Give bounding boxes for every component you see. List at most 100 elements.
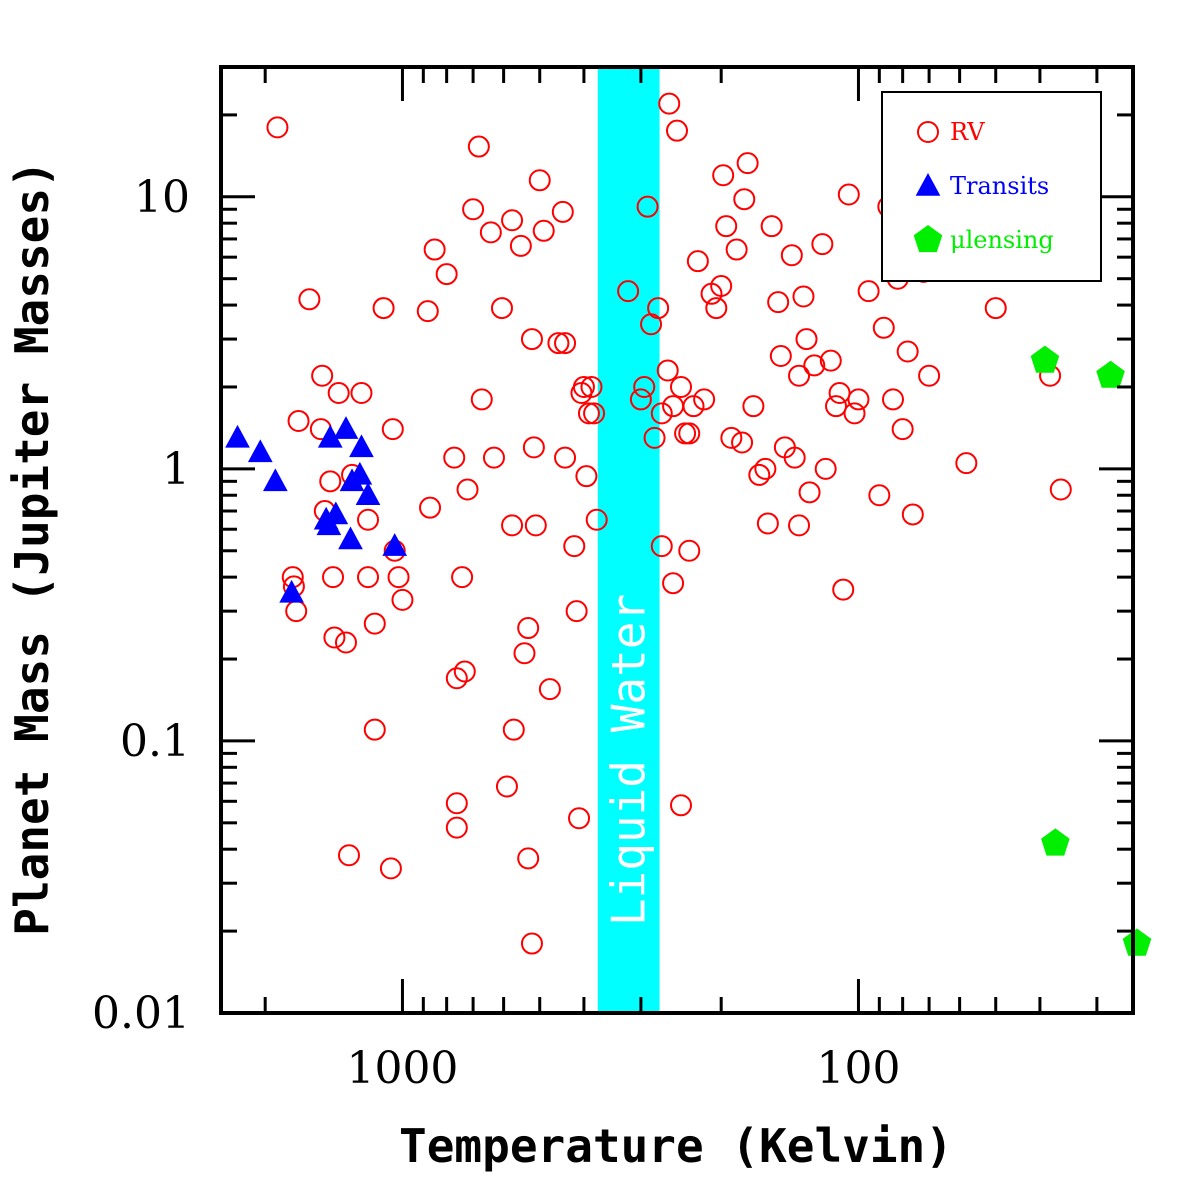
data-point (868, 484, 891, 507)
data-point (501, 209, 524, 232)
data-point (279, 579, 304, 603)
data-point (287, 409, 310, 432)
data-point (769, 344, 792, 367)
data-point (479, 221, 502, 244)
data-point (372, 297, 395, 320)
data-point (650, 535, 673, 558)
data-point (387, 566, 410, 589)
series-1 (225, 416, 408, 603)
data-point (896, 340, 919, 363)
data-point (720, 426, 743, 449)
data-point (357, 508, 380, 531)
data-point (705, 297, 728, 320)
data-point (247, 439, 273, 463)
data-point (323, 626, 346, 649)
data-point (670, 375, 693, 398)
data-point (322, 566, 345, 589)
data-point (266, 116, 289, 139)
data-point (731, 431, 754, 454)
data-point (495, 775, 518, 798)
liquid-water-band (597, 67, 660, 1013)
y-tick-label: 1 (162, 444, 190, 495)
labels-layer: Temperature (Kelvin) Planet Mass (Jupite… (5, 160, 953, 1173)
data-point (795, 328, 818, 351)
legend-marker (915, 173, 941, 196)
data-point (666, 119, 688, 142)
legend-entry-label: RV (950, 118, 985, 146)
data-point (881, 388, 904, 411)
data-point (857, 280, 880, 303)
data-point (901, 503, 924, 526)
y-tick-label: 10 (134, 172, 190, 223)
data-point (456, 478, 479, 501)
data-point (788, 514, 811, 537)
data-point (319, 470, 342, 493)
data-point (656, 359, 679, 382)
data-point (382, 533, 408, 556)
data-point (712, 164, 735, 187)
data-point (327, 382, 350, 405)
y-tick-label: 0.1 (120, 716, 190, 767)
data-point (225, 424, 250, 448)
data-point (674, 422, 697, 445)
x-tick-label: 100 (816, 1043, 900, 1094)
data-point (710, 275, 733, 298)
data-point (554, 446, 577, 469)
data-point (334, 631, 357, 654)
data-point (1096, 360, 1125, 388)
data-point (347, 461, 373, 485)
data-point (462, 198, 485, 221)
data-point (509, 234, 532, 257)
data-point (575, 465, 598, 488)
data-point (577, 402, 600, 425)
data-point (788, 364, 811, 387)
data-point (357, 566, 380, 589)
series-2 (1030, 345, 1152, 956)
data-point (715, 215, 738, 238)
data-point (760, 215, 783, 238)
legend-marker (913, 225, 943, 253)
data-point (736, 152, 759, 175)
data-point (323, 501, 349, 525)
x-tick-label: 1000 (346, 1043, 458, 1094)
data-point (333, 416, 359, 439)
data-point (783, 446, 806, 469)
data-point (524, 514, 547, 537)
data-point (451, 566, 474, 589)
data-point (803, 354, 826, 377)
data-point (1122, 928, 1152, 956)
data-point (662, 572, 685, 595)
data-point (419, 496, 442, 519)
data-point (955, 452, 978, 475)
data-point (872, 316, 895, 339)
data-point (918, 364, 941, 387)
data-point (847, 388, 870, 411)
data-point (520, 932, 543, 955)
data-points-layer (225, 92, 1152, 956)
data-point (467, 135, 490, 158)
data-point (650, 402, 673, 425)
data-point (517, 847, 540, 870)
data-point (819, 349, 842, 372)
data-point (742, 395, 765, 418)
data-point (811, 233, 834, 256)
data-point (453, 660, 476, 683)
data-point (423, 238, 446, 261)
data-point (349, 434, 374, 458)
data-point (585, 508, 608, 531)
data-point (338, 526, 363, 550)
data-point (670, 794, 693, 817)
data-point (350, 382, 373, 405)
data-point (551, 200, 574, 223)
data-point (647, 297, 670, 320)
data-point (636, 195, 659, 218)
data-point (984, 297, 1007, 320)
legend-entry-label: μlensing (950, 226, 1054, 254)
liquid-water-band-layer: Liquid Water (597, 67, 660, 1013)
data-point (298, 288, 321, 311)
data-point (445, 816, 468, 839)
data-point (693, 388, 716, 411)
data-point (580, 375, 603, 398)
data-point (391, 588, 414, 611)
legend-entry-label: Transits (950, 172, 1049, 200)
